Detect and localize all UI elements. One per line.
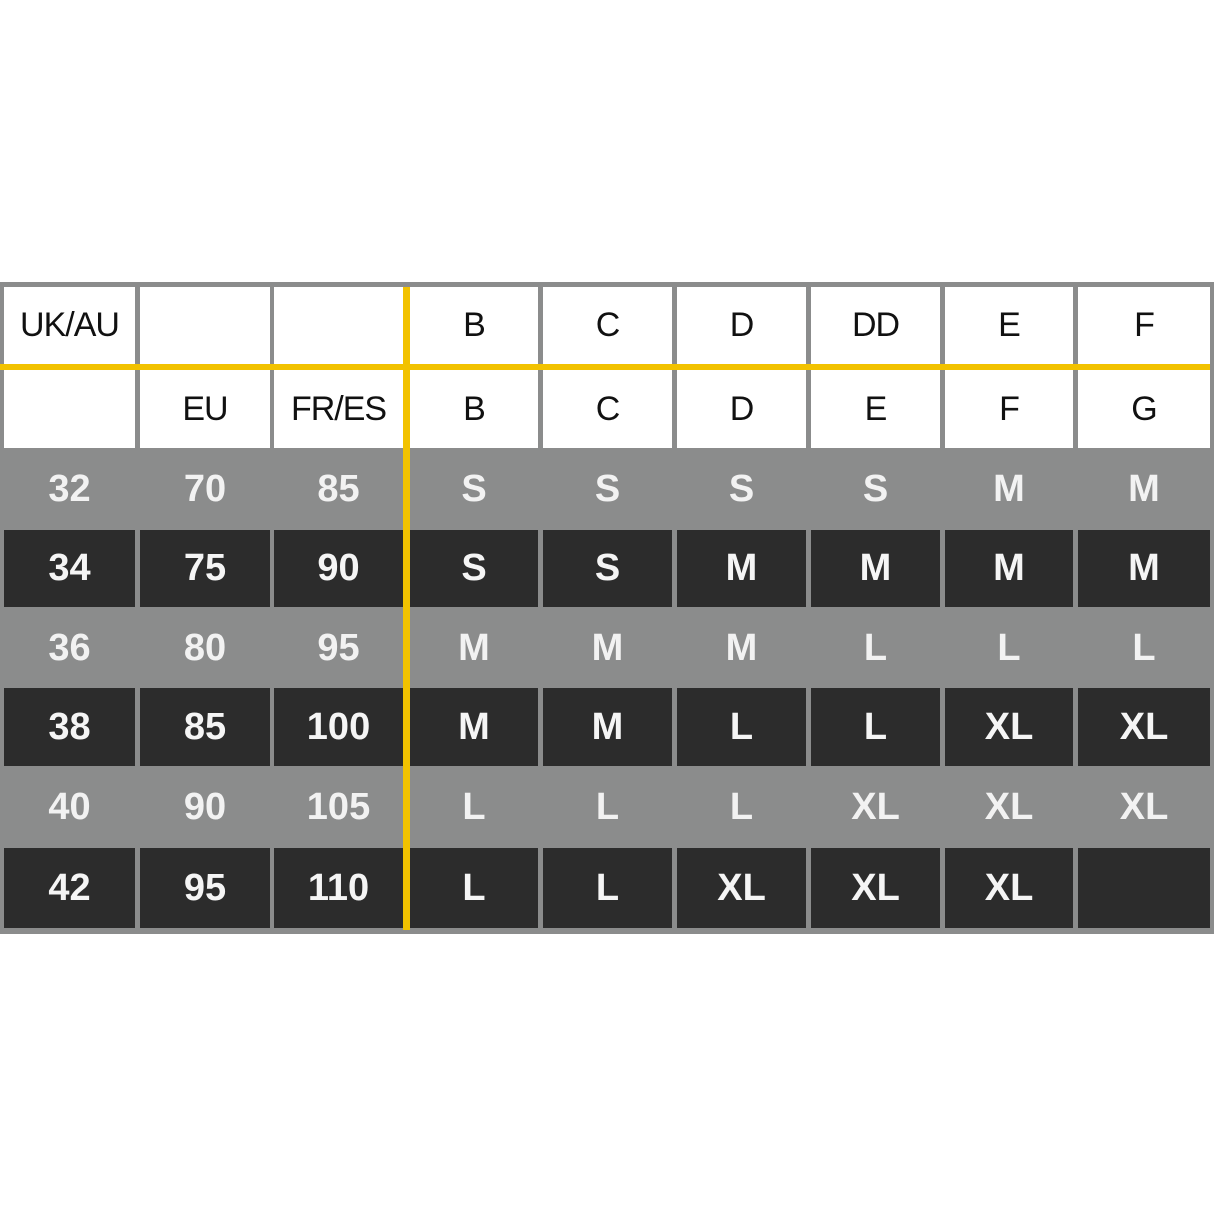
size-cell: 38 bbox=[4, 688, 135, 766]
size-cell: M bbox=[677, 530, 806, 607]
size-cell: 85 bbox=[274, 450, 403, 528]
size-cell: L bbox=[410, 848, 538, 928]
size-cell: M bbox=[945, 530, 1073, 607]
size-cell: L bbox=[543, 848, 672, 928]
size-cell: M bbox=[1078, 530, 1210, 607]
size-cell: XL bbox=[811, 848, 940, 928]
size-cell: S bbox=[677, 450, 806, 528]
size-cell bbox=[1078, 848, 1210, 928]
size-cell: M bbox=[945, 450, 1073, 528]
size-cell: M bbox=[543, 610, 672, 686]
size-cell: L bbox=[945, 610, 1073, 686]
size-cell: XL bbox=[945, 688, 1073, 766]
size-cell: S bbox=[410, 450, 538, 528]
header-cell: DD bbox=[811, 287, 940, 364]
header-cell: E bbox=[945, 287, 1073, 364]
size-cell: M bbox=[410, 688, 538, 766]
size-cell: 105 bbox=[274, 768, 403, 846]
divider-vertical bbox=[403, 287, 410, 930]
header-cell: C bbox=[543, 370, 672, 448]
size-cell: 34 bbox=[4, 530, 135, 607]
size-cell: L bbox=[811, 688, 940, 766]
size-cell: S bbox=[543, 450, 672, 528]
header-cell bbox=[140, 287, 270, 364]
header-cell: F bbox=[1078, 287, 1210, 364]
header-cell: C bbox=[543, 287, 672, 364]
size-cell: XL bbox=[677, 848, 806, 928]
header-cell: D bbox=[677, 370, 806, 448]
size-cell: 36 bbox=[4, 610, 135, 686]
size-cell: M bbox=[1078, 450, 1210, 528]
header-cell: D bbox=[677, 287, 806, 364]
header-cell: UK/AU bbox=[4, 287, 135, 364]
size-cell: M bbox=[543, 688, 672, 766]
size-cell: L bbox=[811, 610, 940, 686]
size-cell: 32 bbox=[4, 450, 135, 528]
size-cell: M bbox=[811, 530, 940, 607]
size-cell: 80 bbox=[140, 610, 270, 686]
header-cell: E bbox=[811, 370, 940, 448]
size-cell: 90 bbox=[274, 530, 403, 607]
divider-horizontal bbox=[0, 364, 1210, 370]
size-cell: 90 bbox=[140, 768, 270, 846]
size-cell: XL bbox=[1078, 768, 1210, 846]
header-cell: F bbox=[945, 370, 1073, 448]
header-cell: B bbox=[410, 370, 538, 448]
size-cell: M bbox=[410, 610, 538, 686]
size-cell: 42 bbox=[4, 848, 135, 928]
size-cell: XL bbox=[945, 768, 1073, 846]
header-cell: B bbox=[410, 287, 538, 364]
size-cell: 70 bbox=[140, 450, 270, 528]
size-cell: 100 bbox=[274, 688, 403, 766]
size-cell: L bbox=[410, 768, 538, 846]
header-cell: FR/ES bbox=[274, 370, 403, 448]
size-cell: M bbox=[677, 610, 806, 686]
header-cell: EU bbox=[140, 370, 270, 448]
size-cell: 75 bbox=[140, 530, 270, 607]
size-cell: 40 bbox=[4, 768, 135, 846]
size-cell: L bbox=[1078, 610, 1210, 686]
size-cell: L bbox=[543, 768, 672, 846]
size-cell: L bbox=[677, 688, 806, 766]
size-cell: S bbox=[410, 530, 538, 607]
size-cell: S bbox=[811, 450, 940, 528]
size-cell: XL bbox=[811, 768, 940, 846]
size-cell: 85 bbox=[140, 688, 270, 766]
header-cell bbox=[4, 370, 135, 448]
size-cell: XL bbox=[945, 848, 1073, 928]
header-cell: G bbox=[1078, 370, 1210, 448]
size-cell: 110 bbox=[274, 848, 403, 928]
size-cell: S bbox=[543, 530, 672, 607]
size-cell: L bbox=[677, 768, 806, 846]
size-cell: 95 bbox=[140, 848, 270, 928]
size-cell: XL bbox=[1078, 688, 1210, 766]
header-cell bbox=[274, 287, 403, 364]
size-cell: 95 bbox=[274, 610, 403, 686]
